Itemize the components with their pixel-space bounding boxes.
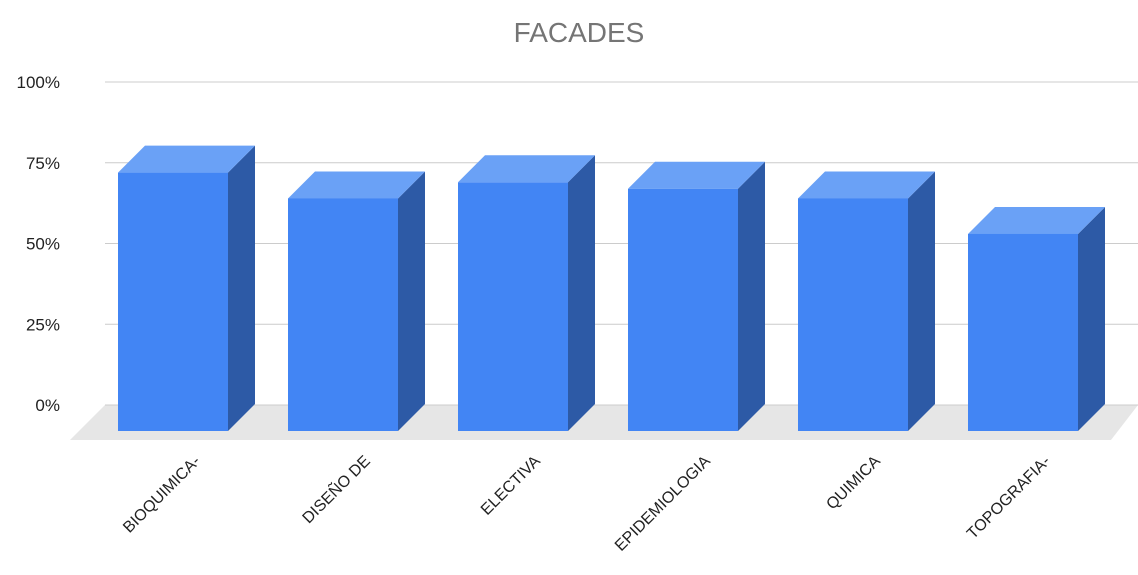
bar (288, 171, 425, 431)
bar-side-face (908, 171, 935, 431)
chart-title: FACADES (514, 17, 645, 48)
x-category-label: ELECTIVA (478, 453, 544, 519)
y-tick-label: 50% (26, 235, 60, 254)
bar-side-face (738, 161, 765, 431)
x-category-label: BIOQUIMICA- (120, 453, 204, 537)
bar-top-face (968, 206, 1105, 234)
bar-side-face (398, 171, 425, 431)
x-category-label: QUIMICA (823, 453, 884, 514)
y-axis-ticks: 0% 25% 50% 75% 100% (17, 73, 60, 415)
bar (798, 171, 935, 431)
bar-top-face (288, 171, 425, 199)
bar-front-face (628, 188, 738, 431)
bar-top-face (798, 171, 935, 199)
x-category-label: DISEÑO DE (297, 451, 373, 527)
bar-front-face (798, 198, 908, 431)
bar-side-face (568, 155, 595, 432)
bar-front-face (118, 172, 228, 431)
bars (118, 145, 1105, 432)
y-tick-label: 75% (26, 154, 60, 173)
bar (458, 155, 595, 432)
x-category-label: EPIDEMIOLOGIA (612, 453, 714, 555)
y-tick-label: 100% (17, 73, 60, 92)
bar (628, 161, 765, 431)
bar-side-face (1078, 206, 1105, 431)
y-tick-label: 25% (26, 315, 60, 334)
bar-front-face (458, 182, 568, 431)
bar-side-face (228, 145, 255, 431)
bar-front-face (288, 198, 398, 431)
bar-top-face (628, 161, 765, 189)
x-category-label: TOPOGRAFIA- (964, 453, 1054, 543)
bar (118, 145, 255, 431)
bar-front-face (968, 233, 1078, 431)
x-axis-categories: BIOQUIMICA- DISEÑO DE ELECTIVA EPIDEMIOLOGI… (120, 451, 1054, 555)
gridlines (105, 81, 1138, 406)
y-tick-label: 0% (35, 396, 60, 415)
bar-top-face (458, 155, 595, 183)
bar-top-face (118, 145, 255, 173)
bar (968, 206, 1105, 431)
